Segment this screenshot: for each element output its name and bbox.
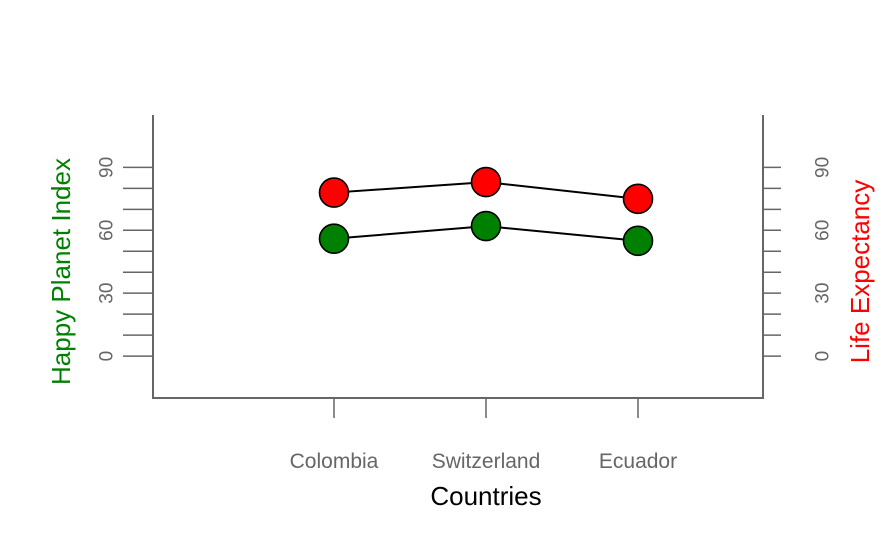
axes: 0 0 30 30 60 60 90 90 Colombia Switzerland Ecuador <box>97 115 834 473</box>
series-points <box>318 166 654 257</box>
data-point <box>470 210 502 242</box>
data-point <box>622 183 654 215</box>
right-axis-title: Life Expectancy <box>845 180 875 364</box>
left-axis-title: Happy Planet Index <box>46 158 76 385</box>
left-y-tick-label: 90 <box>97 157 118 178</box>
x-tick-label: Switzerland <box>432 450 541 473</box>
right-y-tick-label: 60 <box>813 220 834 241</box>
right-y-tick-label: 0 <box>813 351 834 362</box>
x-axis-title: Countries <box>430 481 541 511</box>
left-y-tick-label: 60 <box>97 220 118 241</box>
data-point <box>318 177 350 208</box>
right-y-tick-label: 30 <box>813 283 834 304</box>
x-tick-label: Colombia <box>290 450 379 473</box>
x-tick-label: Ecuador <box>599 450 677 473</box>
right-y-tick-label: 90 <box>813 157 834 178</box>
data-point <box>622 225 654 257</box>
left-y-tick-label: 0 <box>97 351 118 362</box>
data-point <box>470 166 502 198</box>
axis-labels: Happy Planet Index Life Expectancy Count… <box>46 158 875 511</box>
data-point <box>318 223 350 254</box>
axis-frame <box>152 115 764 399</box>
left-y-tick-label: 30 <box>97 283 118 304</box>
